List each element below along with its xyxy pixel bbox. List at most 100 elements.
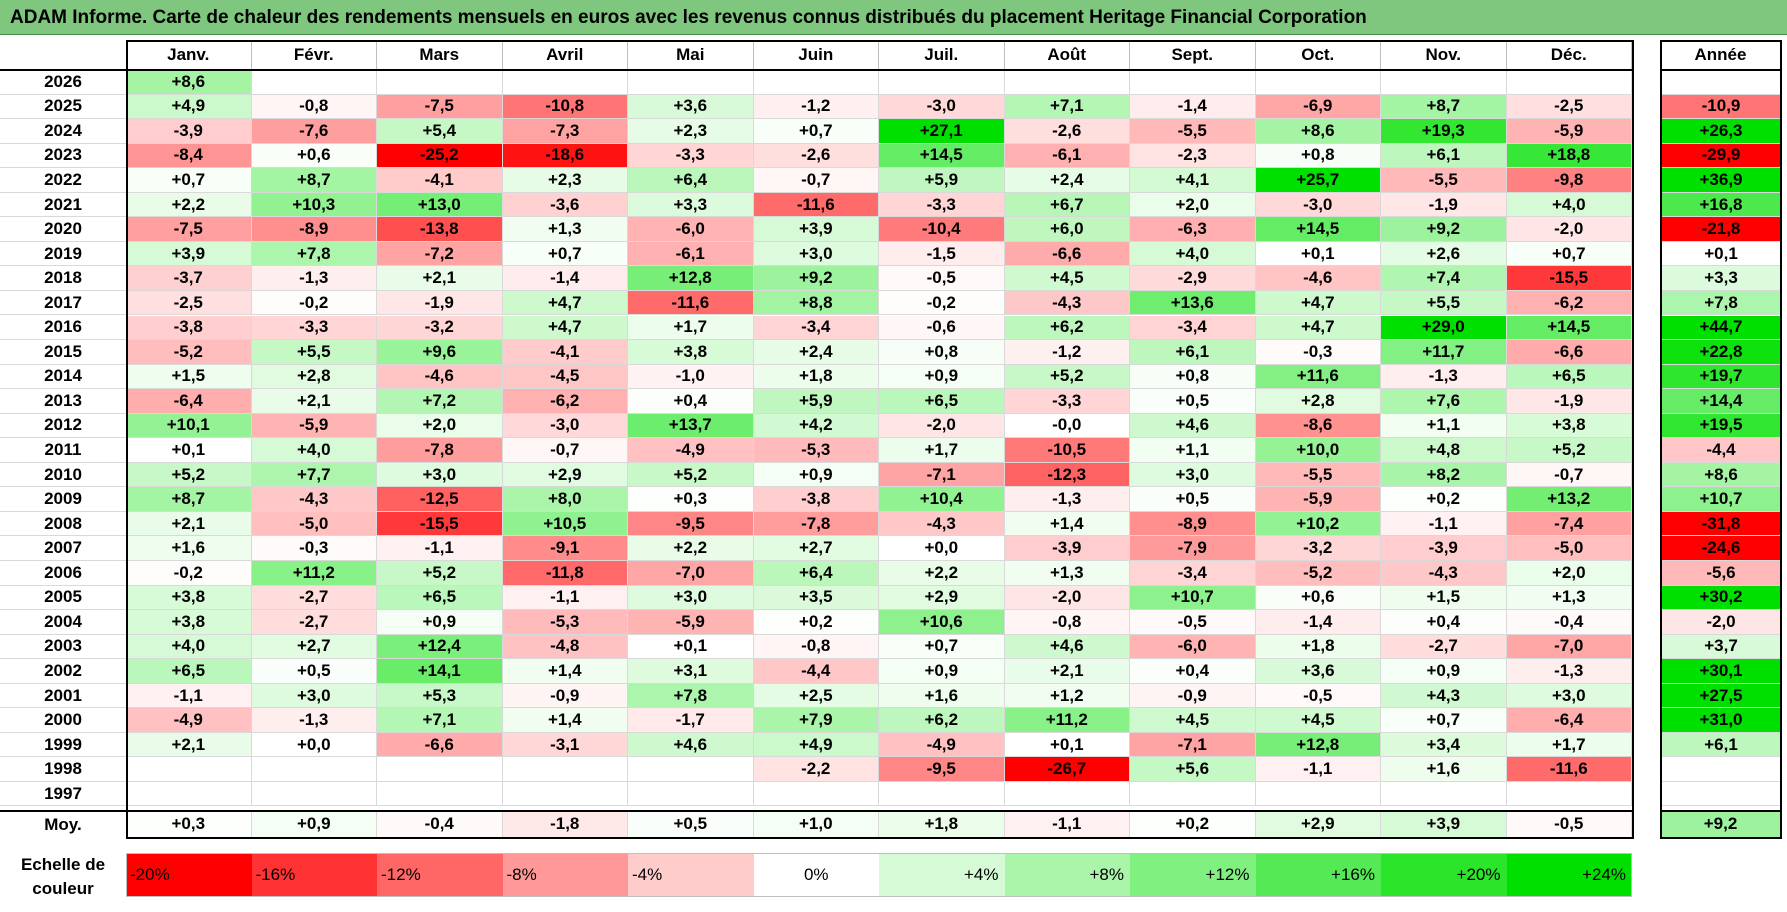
heatmap-cell: +8,7 (1381, 94, 1507, 120)
heatmap-cell: -5,9 (628, 610, 754, 635)
annual-cell: +27,5 (1660, 683, 1782, 709)
heatmap-cell: +7,8 (628, 683, 754, 709)
year-label: 2017 (0, 291, 126, 316)
annual-cell: +16,8 (1660, 192, 1782, 218)
year-label: 2006 (0, 561, 126, 586)
heatmap-cell: +5,9 (879, 168, 1005, 193)
heatmap-cell: +10,1 (126, 413, 252, 439)
heatmap-cell: -2,5 (126, 290, 252, 316)
scale-swatch: -16% (251, 852, 377, 897)
annual-cell: +30,2 (1660, 585, 1782, 611)
heatmap-cell: -2,7 (251, 585, 377, 611)
heatmap-cell: +8,6 (126, 70, 252, 95)
heatmap-cell (753, 781, 879, 807)
heatmap-cell (1255, 70, 1381, 95)
heatmap-cell: +0,7 (879, 634, 1005, 660)
heatmap-cell: -4,9 (628, 438, 754, 463)
heatmap-cell: -3,0 (1255, 192, 1381, 218)
year-label: 2002 (0, 659, 126, 684)
heatmap-cell: +1,3 (1004, 561, 1130, 586)
heatmap-cell: +5,2 (377, 561, 503, 586)
heatmap-cell: -1,7 (628, 708, 754, 733)
heatmap-cell: -7,8 (753, 511, 879, 537)
heatmap-cell: +0,9 (753, 462, 879, 488)
heatmap-cell: -3,6 (502, 192, 628, 218)
annual-cell: +19,5 (1660, 413, 1782, 439)
heatmap-cell: +4,7 (502, 290, 628, 316)
heatmap-cell: +6,7 (1004, 192, 1130, 218)
heatmap-cell: +2,4 (1004, 168, 1130, 193)
heatmap-cell: -2,2 (753, 757, 879, 782)
heatmap-cell: -4,6 (377, 364, 503, 390)
heatmap-cell: +0,3 (628, 487, 754, 512)
year-label: 2024 (0, 119, 126, 144)
heatmap-cell: -4,3 (879, 511, 1005, 537)
heatmap-cell: +1,1 (1381, 413, 1507, 439)
heatmap-cell: +13,7 (628, 413, 754, 439)
heatmap-cell: +3,5 (753, 585, 879, 611)
heatmap-cell: -7,2 (377, 241, 503, 267)
heatmap-cell: +2,0 (377, 413, 503, 439)
month-header: Juin (753, 40, 879, 70)
heatmap-cell: +2,9 (879, 585, 1005, 611)
heatmap-cell: +3,0 (753, 241, 879, 267)
annual-cell: +3,3 (1660, 266, 1782, 291)
heatmap-cell: +5,2 (1506, 438, 1632, 463)
year-label: 2004 (0, 610, 126, 635)
annual-cell: +3,7 (1660, 634, 1782, 660)
heatmap-cell: -5,0 (251, 511, 377, 537)
heatmap-cell: +11,2 (1004, 708, 1130, 733)
annual-cell: -5,6 (1660, 561, 1782, 586)
heatmap-cell: -1,1 (1255, 757, 1381, 782)
heatmap-cell (628, 781, 754, 807)
heatmap-cell: +0,6 (1255, 585, 1381, 611)
heatmap-cell (1255, 781, 1381, 807)
heatmap-cell: +1,4 (1004, 511, 1130, 537)
heatmap-cell: +7,6 (1381, 389, 1507, 414)
heatmap-cell: +0,5 (1130, 389, 1256, 414)
year-label: 2011 (0, 438, 126, 463)
heatmap-cell: +0,8 (1130, 364, 1256, 390)
heatmap-cell: +1,6 (126, 536, 252, 561)
heatmap-cell: -4,1 (377, 168, 503, 193)
heatmap-cell (879, 781, 1005, 807)
heatmap-cell: -1,3 (1381, 364, 1507, 390)
heatmap-cell: -2,0 (879, 413, 1005, 439)
heatmap-cell: -9,5 (879, 757, 1005, 782)
heatmap-cell: -5,9 (251, 413, 377, 439)
heatmap-cell: +2,0 (1130, 192, 1256, 218)
heatmap-cell: +4,0 (251, 438, 377, 463)
heatmap-cell: +2,2 (628, 536, 754, 561)
heatmap-cell: +3,4 (1381, 732, 1507, 758)
heatmap-cell: +7,4 (1381, 266, 1507, 291)
heatmap-cell: -5,5 (1255, 462, 1381, 488)
month-header: Mai (628, 40, 754, 70)
heatmap-cell: +2,7 (251, 634, 377, 660)
year-label: 2001 (0, 684, 126, 709)
average-cell: -0,4 (377, 810, 503, 839)
heatmap-cell: -3,8 (126, 315, 252, 341)
scale-swatch: +20% (1381, 852, 1507, 897)
heatmap-cell: +2,4 (753, 340, 879, 365)
heatmap-cell: -8,9 (251, 217, 377, 242)
heatmap-cell: +0,1 (628, 634, 754, 660)
heatmap-cell: -8,6 (1255, 413, 1381, 439)
heatmap-cell: +7,8 (251, 241, 377, 267)
heatmap-cell: +1,4 (502, 708, 628, 733)
heatmap-cell: +1,3 (1506, 585, 1632, 611)
heatmap-cell: -4,1 (502, 340, 628, 365)
year-label: 2008 (0, 512, 126, 537)
heatmap-cell: -12,5 (377, 487, 503, 512)
heatmap-cell: -6,3 (1130, 217, 1256, 242)
heatmap-cell: +18,8 (1506, 143, 1632, 169)
annual-cell: +14,4 (1660, 389, 1782, 414)
heatmap-cell: -3,0 (879, 94, 1005, 120)
average-cell: +0,5 (628, 810, 754, 839)
year-label: 2014 (0, 365, 126, 390)
heatmap-cell (1130, 70, 1256, 95)
scale-swatch: +8% (1004, 852, 1130, 897)
heatmap-cell: -0,5 (1130, 610, 1256, 635)
heatmap-cell: -0,2 (879, 290, 1005, 316)
heatmap-cell: +2,9 (502, 462, 628, 488)
heatmap-cell: +5,2 (1004, 364, 1130, 390)
